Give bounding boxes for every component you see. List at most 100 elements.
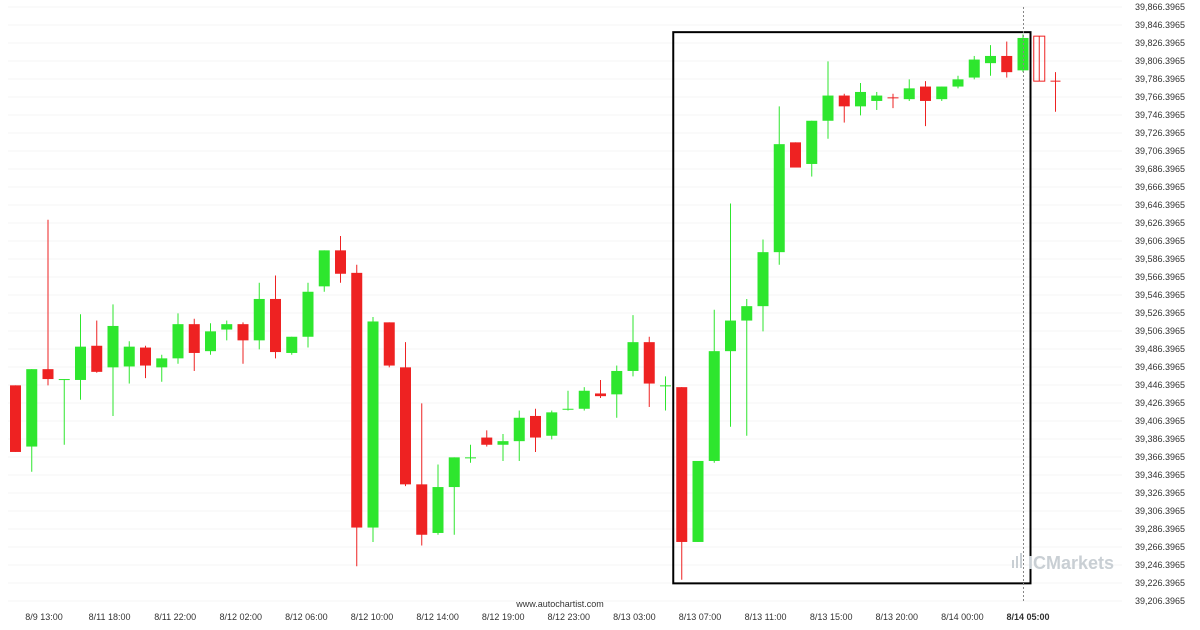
- candle-body: [530, 415, 541, 438]
- y-tick-label: 39,686.3965: [1135, 164, 1185, 174]
- candle: [887, 93, 899, 109]
- x-tick-label: 8/12 02:00: [220, 612, 263, 622]
- candle-body: [871, 95, 883, 101]
- candle-body: [497, 441, 509, 445]
- candle-body: [790, 142, 801, 168]
- y-tick-label: 39,486.3965: [1135, 344, 1185, 354]
- x-tick-label: 8/12 14:00: [416, 612, 459, 622]
- y-tick-label: 39,266.3965: [1135, 542, 1185, 552]
- candle: [595, 379, 606, 398]
- candle-body: [643, 342, 655, 384]
- candle: [335, 235, 346, 283]
- candle: [643, 336, 655, 407]
- x-tick-label: 8/14 00:00: [941, 612, 984, 622]
- candle-body: [26, 369, 38, 447]
- candle-body: [562, 408, 574, 410]
- candle-body: [10, 385, 21, 452]
- candle: [725, 203, 736, 427]
- y-tick-label: 39,506.3965: [1135, 326, 1185, 336]
- pattern-box: [672, 31, 1032, 585]
- candle-body: [140, 347, 151, 366]
- candle-body: [887, 97, 899, 99]
- y-tick-label: 39,626.3965: [1135, 218, 1185, 228]
- candle: [253, 282, 265, 350]
- candle-body: [318, 250, 330, 287]
- candle: [302, 282, 314, 348]
- candle: [318, 250, 330, 292]
- candle-body: [936, 86, 948, 100]
- candle: [806, 120, 818, 177]
- y-tick-label: 39,326.3965: [1135, 488, 1185, 498]
- candle-body: [123, 346, 135, 367]
- candle-body: [205, 331, 216, 352]
- y-tick-label: 39,466.3965: [1135, 362, 1185, 372]
- x-tick-label: 8/12 06:00: [285, 612, 328, 622]
- y-tick-label: 39,546.3965: [1135, 290, 1185, 300]
- candle: [936, 86, 948, 101]
- candle-body: [578, 390, 590, 409]
- candle-body: [253, 298, 265, 341]
- candle-body: [465, 457, 476, 459]
- y-tick-label: 39,586.3965: [1135, 254, 1185, 264]
- candle-body: [676, 387, 688, 542]
- y-tick-label: 39,786.3965: [1135, 74, 1185, 84]
- candle: [448, 457, 460, 535]
- candle: [188, 318, 200, 371]
- candle: [205, 323, 216, 355]
- x-tick-label: 8/14 05:00: [1006, 612, 1049, 622]
- candle: [1001, 41, 1013, 78]
- candle-body: [58, 379, 70, 381]
- y-tick-label: 39,526.3965: [1135, 308, 1185, 318]
- candle: [10, 385, 21, 452]
- candle-body: [42, 369, 54, 380]
- y-tick-label: 39,226.3965: [1135, 578, 1185, 588]
- y-tick-label: 39,866.3965: [1135, 2, 1185, 12]
- candle-body: [985, 55, 996, 64]
- candle: [513, 410, 525, 461]
- candle-body: [383, 322, 395, 366]
- candle-body: [448, 457, 460, 488]
- candle-body: [172, 324, 184, 359]
- candle-body: [221, 324, 233, 330]
- candle-body: [903, 88, 915, 100]
- candle: [91, 320, 103, 373]
- candle-body: [757, 252, 769, 307]
- candle: [790, 142, 801, 168]
- x-tick-label: 8/9 13:00: [25, 612, 63, 622]
- candle: [481, 430, 493, 447]
- y-gridlines: [8, 6, 1122, 602]
- candle: [367, 316, 379, 542]
- projection-candles: [1033, 35, 1061, 112]
- y-tick-label: 39,726.3965: [1135, 128, 1185, 138]
- candle: [140, 345, 151, 379]
- candle-body: [302, 291, 314, 337]
- candle-body: [708, 351, 720, 461]
- candle: [530, 408, 541, 452]
- candle-body: [1017, 37, 1029, 71]
- projection-candle: [1050, 72, 1061, 112]
- candle: [627, 315, 639, 377]
- candle: [75, 314, 86, 400]
- candle: [237, 322, 249, 364]
- candle-body: [156, 358, 168, 368]
- x-tick-label: 8/11 18:00: [89, 612, 131, 622]
- candle: [497, 433, 509, 461]
- candles: [10, 34, 1029, 580]
- x-tick-label: 8/13 11:00: [745, 612, 787, 622]
- candle-body: [400, 367, 411, 485]
- candle: [156, 354, 168, 382]
- candle: [708, 309, 720, 463]
- candle-body: [367, 321, 379, 528]
- y-tick-label: 39,306.3965: [1135, 506, 1185, 516]
- candle-body: [91, 345, 103, 372]
- y-tick-label: 39,406.3965: [1135, 416, 1185, 426]
- candle: [757, 239, 769, 332]
- x-axis-labels: 8/9 13:00 8/11 18:00 8/11 22:00 8/12 02:00 8…: [25, 612, 1049, 622]
- candle: [58, 379, 70, 445]
- candle: [692, 460, 704, 542]
- y-axis-labels: 39,866.3965 39,846.3965 39,826.3965 39,806.…: [1135, 2, 1185, 606]
- y-tick-label: 39,846.3965: [1135, 20, 1185, 30]
- candle-body: [513, 417, 525, 442]
- candle: [26, 369, 38, 472]
- candle: [465, 444, 476, 463]
